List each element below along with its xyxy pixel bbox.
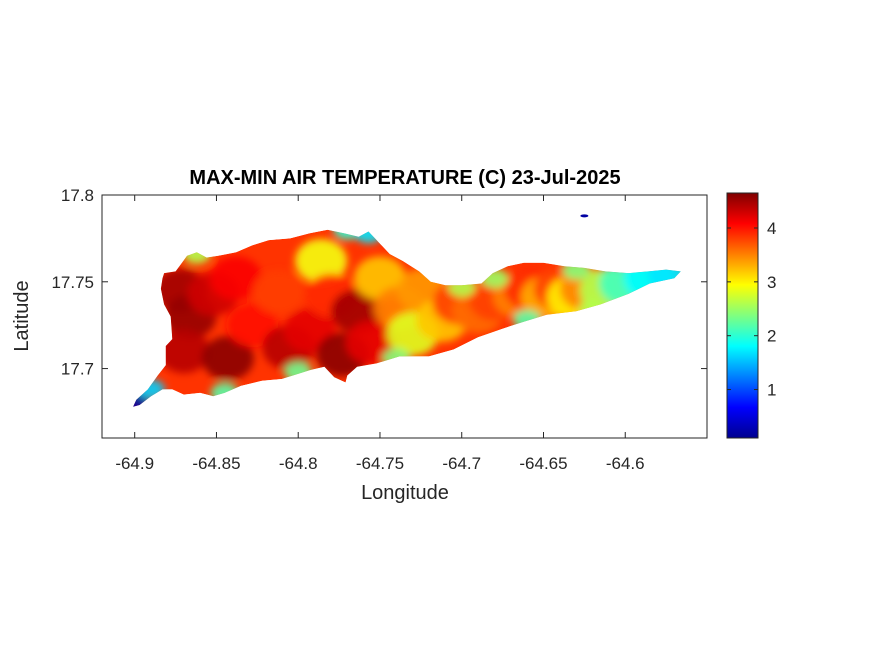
heat-point <box>157 329 210 374</box>
x-tick-label: -64.75 <box>356 454 404 473</box>
y-tick-label: 17.7 <box>61 360 94 379</box>
x-tick-label: -64.9 <box>115 454 154 473</box>
heat-point <box>210 382 239 403</box>
heat-point <box>354 229 383 244</box>
heat-point <box>210 256 263 301</box>
heat-point <box>382 348 411 369</box>
islet-mark <box>580 214 589 218</box>
heat-point <box>137 379 166 400</box>
heat-point <box>513 309 542 330</box>
x-tick-label: -64.6 <box>606 454 645 473</box>
heat-point <box>578 299 607 320</box>
heat-point <box>562 259 591 280</box>
x-axis-label: Longitude <box>361 482 449 504</box>
heat-point <box>480 268 509 289</box>
colorbar-ticks: 1 2 3 4 <box>727 219 776 400</box>
heat-field <box>133 229 681 407</box>
x-axis: -64.9 -64.85 -64.8 -64.75 -64.7 -64.65 -64.6 <box>115 195 645 473</box>
colorbar-tick-label: 1 <box>767 381 776 400</box>
y-tick-label: 17.75 <box>51 273 94 292</box>
axes-frame <box>101 194 708 439</box>
heat-point <box>201 336 254 381</box>
heat-point <box>182 244 211 265</box>
heat-point <box>252 270 305 315</box>
colorbar-tick-label: 4 <box>767 219 776 238</box>
x-tick-label: -64.8 <box>279 454 318 473</box>
colorbar: 1 2 3 4 <box>726 192 776 439</box>
x-tick-label: -64.85 <box>192 454 240 473</box>
y-axis: 17.7 17.75 17.8 <box>51 186 707 379</box>
y-tick-label: 17.8 <box>61 186 94 205</box>
heat-point <box>447 276 476 297</box>
y-axis-label: Latitude <box>11 280 33 351</box>
colorbar-tick-label: 2 <box>767 327 776 346</box>
x-tick-label: -64.65 <box>519 454 567 473</box>
plot-area: -64.9 -64.85 -64.8 -64.75 -64.7 -64.65 -64.6 1… <box>51 186 708 473</box>
x-tick-label: -64.7 <box>442 454 481 473</box>
heat-point <box>295 238 348 283</box>
colorbar-tick-label: 3 <box>767 273 776 292</box>
heat-point <box>284 362 313 383</box>
colorbar-gradient <box>726 192 759 439</box>
heat-point <box>648 251 681 296</box>
heat-point <box>226 303 279 348</box>
chart-title: MAX-MIN AIR TEMPERATURE (C) 23-Jul-2025 <box>189 167 620 189</box>
